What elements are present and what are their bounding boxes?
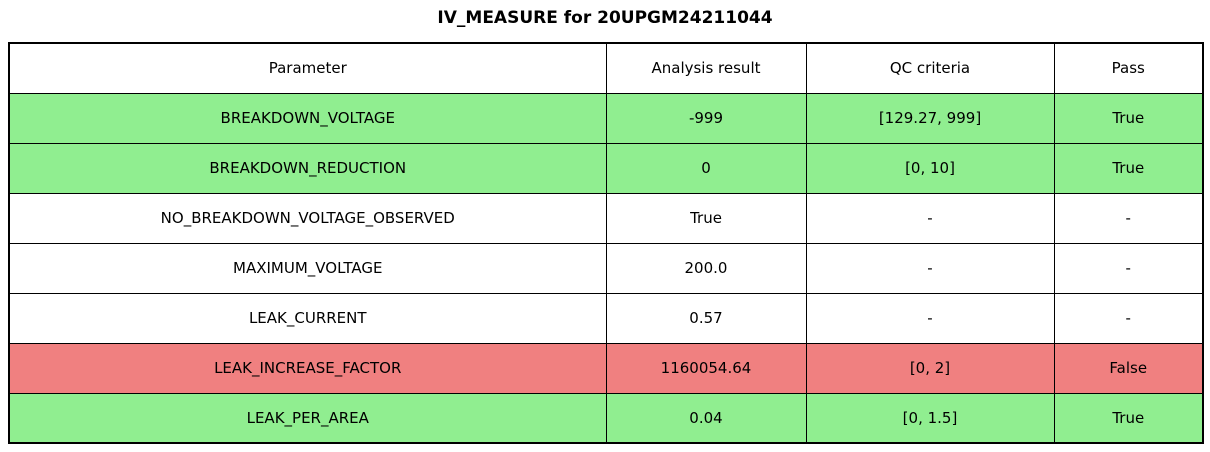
- column-header-analysis-result: Analysis result: [605, 42, 807, 94]
- analysis-result-cell: 0: [605, 142, 807, 194]
- parameter-cell: NO_BREAKDOWN_VOLTAGE_OBSERVED: [8, 192, 607, 244]
- parameter-cell: BREAKDOWN_VOLTAGE: [8, 92, 607, 144]
- parameter-cell: LEAK_CURRENT: [8, 292, 607, 344]
- qc-criteria-cell: -: [805, 192, 1055, 244]
- table-row: MAXIMUM_VOLTAGE 200.0 - -: [8, 242, 1204, 294]
- pass-cell: -: [1053, 292, 1204, 344]
- pass-cell: False: [1053, 342, 1204, 394]
- qc-criteria-cell: -: [805, 242, 1055, 294]
- analysis-result-cell: 0.57: [605, 292, 807, 344]
- table-row: NO_BREAKDOWN_VOLTAGE_OBSERVED True - -: [8, 192, 1204, 244]
- qc-criteria-cell: [0, 2]: [805, 342, 1055, 394]
- analysis-result-cell: 1160054.64: [605, 342, 807, 394]
- qc-results-table: Parameter Analysis result QC criteria Pa…: [8, 42, 1204, 444]
- table-row: BREAKDOWN_VOLTAGE -999 [129.27, 999] Tru…: [8, 92, 1204, 144]
- analysis-result-cell: 200.0: [605, 242, 807, 294]
- table-row: BREAKDOWN_REDUCTION 0 [0, 10] True: [8, 142, 1204, 194]
- header-row: Parameter Analysis result QC criteria Pa…: [8, 42, 1204, 94]
- parameter-cell: LEAK_INCREASE_FACTOR: [8, 342, 607, 394]
- qc-criteria-cell: -: [805, 292, 1055, 344]
- qc-criteria-cell: [0, 1.5]: [805, 392, 1055, 444]
- pass-cell: -: [1053, 192, 1204, 244]
- column-header-parameter: Parameter: [8, 42, 607, 94]
- table-row: LEAK_INCREASE_FACTOR 1160054.64 [0, 2] F…: [8, 342, 1204, 394]
- analysis-result-cell: 0.04: [605, 392, 807, 444]
- parameter-cell: LEAK_PER_AREA: [8, 392, 607, 444]
- qc-criteria-cell: [0, 10]: [805, 142, 1055, 194]
- column-header-pass: Pass: [1053, 42, 1204, 94]
- pass-cell: -: [1053, 242, 1204, 294]
- pass-cell: True: [1053, 92, 1204, 144]
- table-row: LEAK_PER_AREA 0.04 [0, 1.5] True: [8, 392, 1204, 444]
- page-title: IV_MEASURE for 20UPGM24211044: [437, 8, 773, 28]
- pass-cell: True: [1053, 392, 1204, 444]
- parameter-cell: MAXIMUM_VOLTAGE: [8, 242, 607, 294]
- qc-criteria-cell: [129.27, 999]: [805, 92, 1055, 144]
- column-header-qc-criteria: QC criteria: [805, 42, 1055, 94]
- pass-cell: True: [1053, 142, 1204, 194]
- table-row: LEAK_CURRENT 0.57 - -: [8, 292, 1204, 344]
- analysis-result-cell: -999: [605, 92, 807, 144]
- parameter-cell: BREAKDOWN_REDUCTION: [8, 142, 607, 194]
- analysis-result-cell: True: [605, 192, 807, 244]
